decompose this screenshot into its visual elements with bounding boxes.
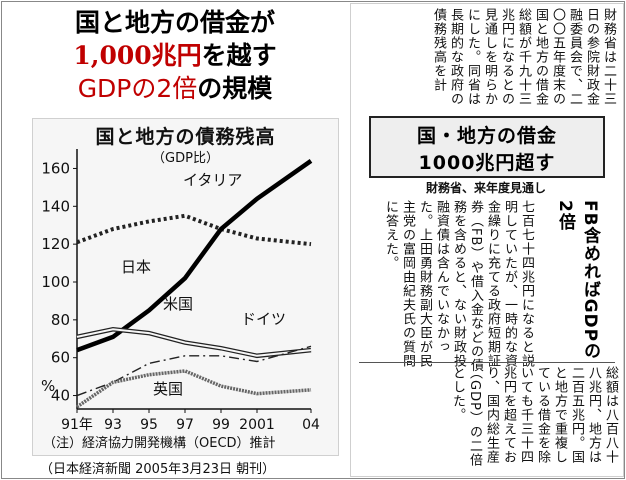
- x-tick-label: 93: [104, 417, 122, 433]
- headline-line3-rest: の規模: [197, 74, 273, 103]
- source-caption: （日本経済新聞 2005年3月23日 朝刊）: [40, 462, 276, 477]
- series-label-italy: イタリア: [183, 171, 242, 189]
- x-tick-label: 91年: [61, 417, 93, 433]
- chart-subtitle: （GDP比）: [152, 151, 219, 166]
- headline-amount: 1,000兆円: [73, 41, 202, 70]
- series-line-japan: [76, 159, 313, 353]
- x-tick-label: 97: [176, 417, 194, 433]
- headline-line2: 1,000兆円を越す: [0, 39, 350, 72]
- headline-line1: 国と地方の借金が: [74, 8, 275, 37]
- series-line-uk: [76, 369, 312, 409]
- series-line-usa-outer: [76, 327, 312, 359]
- headline-line3: GDPの2倍の規模: [0, 72, 350, 105]
- y-tick-label: 40: [51, 387, 70, 405]
- y-tick-label: 60: [51, 349, 70, 367]
- article-headline-box: 国・地方の借金 1000兆円超す: [369, 116, 605, 178]
- series-label-usa: 米国: [163, 295, 193, 313]
- x-tick-label: 04: [302, 417, 320, 433]
- article-divider: [359, 362, 615, 363]
- article-bottom-text: 総額は八百八十八兆円、地方は二百五兆円。国と地方で重複している借金を除いても千三…: [450, 366, 618, 467]
- headline: 国と地方の借金が 1,000兆円を越す GDPの2倍の規模: [0, 6, 350, 105]
- y-tick-label: 80: [51, 311, 70, 329]
- article-subhead: 財務省、来年度見通し: [425, 181, 546, 195]
- headline-line2-rest: を越す: [201, 41, 277, 70]
- article-side-headline: FB含めればGDPの2倍: [555, 200, 600, 361]
- series-line-usa-inner: [76, 328, 312, 357]
- x-tick-label: 95: [140, 417, 158, 433]
- series-label-germany: ドイツ: [241, 310, 286, 328]
- series-label-uk: 英国: [153, 380, 183, 398]
- newspaper-article: 財務省は二十三日の参院財政金融委員会で、二〇〇五年度末の国と地方の借金総額が千九…: [350, 3, 624, 477]
- y-tick-label: 140: [41, 197, 70, 215]
- headline-ratio: GDPの2倍: [77, 74, 198, 103]
- article-headline-2: 1000兆円超す: [418, 152, 556, 174]
- y-tick-label: 120: [41, 235, 70, 253]
- article-lead-text: 財務省は二十三日の参院財政金融委員会で、二〇〇五年度末の国と地方の借金総額が千九…: [431, 8, 616, 106]
- chart-plot: 40 60 80 100 120 140 160% 91年 93 95 97 99 2001 04 イタリア…: [41, 149, 320, 433]
- article-middle-text: 七百七十四兆円になると説明していたが、一時的な資金繰りに充てる政府短期証券（FB…: [383, 200, 534, 373]
- series-line-germany: [76, 345, 312, 397]
- chart-source-note: （注）経済協力開発機構（OECD）推計: [43, 436, 276, 451]
- x-tick-label: 99: [212, 417, 230, 433]
- x-tick-label: 2001: [239, 417, 275, 433]
- y-tick-label: 160: [41, 159, 70, 177]
- y-unit-label: %: [41, 377, 55, 395]
- chart-title: 国と地方の債務残高: [95, 126, 276, 148]
- article-headline-1: 国・地方の借金: [416, 125, 557, 147]
- y-tick-label: 100: [41, 273, 70, 291]
- series-line-italy: [76, 213, 312, 247]
- series-label-japan: 日本: [121, 258, 151, 276]
- debt-chart: 国と地方の債務残高 （GDP比） 40 60 80 100 120 140 160% 91年 9…: [32, 118, 339, 456]
